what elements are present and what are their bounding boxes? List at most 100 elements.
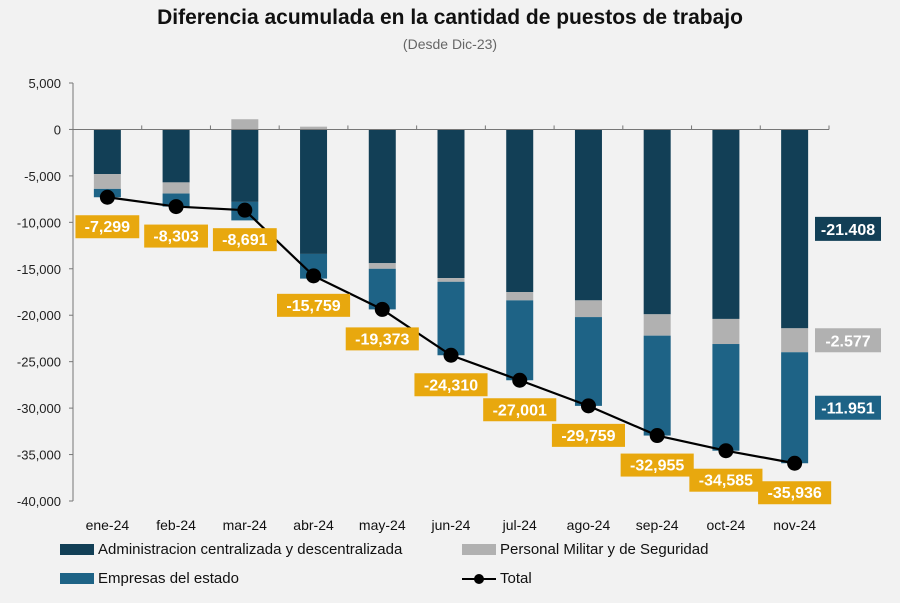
total-data-label: -15,759 <box>286 298 340 315</box>
bar-empresas <box>712 344 740 451</box>
y-tick-label: 0 <box>54 122 61 137</box>
bar-military <box>643 314 671 336</box>
y-tick-label: -40,000 <box>17 494 61 509</box>
total-point <box>787 455 803 471</box>
total-point <box>374 301 390 317</box>
total-label-box <box>620 453 694 477</box>
total-point <box>718 443 734 459</box>
bar-military <box>712 318 740 345</box>
legend-item-empresas: Empresas del estado <box>60 570 239 587</box>
chart-title: Diferencia acumulada en la cantidad de p… <box>157 6 743 29</box>
legend-label-admin: Administracion centralizada y descentral… <box>98 541 403 558</box>
bar-military <box>781 328 809 353</box>
total-point <box>443 347 459 363</box>
x-tick-label: oct-24 <box>706 517 745 533</box>
total-point <box>237 202 253 218</box>
bar-admin <box>162 129 190 183</box>
bar-admin <box>643 129 671 315</box>
total-label-box <box>551 423 626 447</box>
total-point <box>512 372 528 388</box>
bar-empresas <box>574 317 602 406</box>
legend-item-admin: Administracion centralizada y descentral… <box>60 541 402 558</box>
legend-item-total: Total <box>462 570 532 587</box>
x-tick-label: jul-24 <box>502 517 537 533</box>
y-tick-label: -20,000 <box>17 308 61 323</box>
bar-admin <box>574 129 602 301</box>
total-data-label: -32,955 <box>630 458 684 475</box>
y-tick-label: -15,000 <box>17 262 61 277</box>
bar-admin <box>437 129 465 279</box>
bar-admin <box>231 129 259 202</box>
x-tick-label: jun-24 <box>431 517 471 533</box>
x-tick-label: nov-24 <box>773 517 816 533</box>
last-segment-label-box <box>815 328 881 353</box>
y-tick-label: -25,000 <box>17 355 61 370</box>
legend-item-military: Personal Militar y de Seguridad <box>462 541 708 558</box>
bar-empresas <box>643 335 671 436</box>
total-data-label: -29,759 <box>561 428 615 445</box>
last-segment-data-label: -11.951 <box>821 401 874 418</box>
bar-military <box>162 182 190 194</box>
x-tick-label: ene-24 <box>86 517 130 533</box>
bar-military <box>574 300 602 318</box>
legend-label-empresas: Empresas del estado <box>98 570 239 587</box>
total-data-label: -27,001 <box>493 402 547 419</box>
total-data-label: -19,373 <box>355 331 409 348</box>
x-tick-label: abr-24 <box>293 517 334 533</box>
y-tick-label: -10,000 <box>17 215 61 230</box>
x-tick-label: feb-24 <box>156 517 196 533</box>
last-segment-label-box <box>815 395 881 420</box>
x-tick-label: ago-24 <box>567 517 611 533</box>
total-data-label: -35,936 <box>768 485 822 502</box>
chart-subtitle: (Desde Dic-23) <box>402 36 498 52</box>
legend-label-military: Personal Militar y de Seguridad <box>500 541 709 558</box>
total-point <box>168 199 184 215</box>
total-data-label: -8,691 <box>222 232 267 249</box>
total-point <box>306 268 322 284</box>
last-segment-label-box <box>815 216 881 241</box>
bar-admin <box>93 129 121 175</box>
total-data-label: -8,303 <box>153 229 198 246</box>
bar-empresas <box>437 281 465 356</box>
bar-empresas <box>781 352 809 464</box>
legend-swatch-military <box>462 544 496 555</box>
legend-swatch-empresas <box>60 573 94 584</box>
total-label-box <box>483 398 557 422</box>
total-data-label: -24,310 <box>424 377 478 394</box>
bar-admin <box>368 129 396 264</box>
total-label-box <box>414 373 488 397</box>
total-data-label: -7,299 <box>85 219 130 236</box>
y-tick-label: -5,000 <box>24 169 61 184</box>
last-segment-data-label: -2.577 <box>825 333 870 350</box>
bar-admin <box>781 129 809 329</box>
y-tick-label: -30,000 <box>17 401 61 416</box>
legend-label-total: Total <box>500 570 532 587</box>
total-point <box>580 398 596 414</box>
total-label-box <box>212 228 277 252</box>
bar-military <box>368 263 396 269</box>
x-tick-label: sep-24 <box>636 517 679 533</box>
total-label-box <box>758 481 832 505</box>
last-segment-data-label: -21.408 <box>821 222 875 239</box>
total-label-box <box>276 293 351 317</box>
bar-military <box>506 292 534 301</box>
total-data-label: -34,585 <box>699 473 753 490</box>
x-tick-label: may-24 <box>359 517 406 533</box>
total-label-box <box>345 327 419 351</box>
legend-swatch-admin <box>60 544 94 555</box>
x-tick-label: mar-24 <box>223 517 268 533</box>
bar-admin <box>506 129 534 292</box>
legend-line-total-icon <box>462 573 496 584</box>
bar-military <box>300 126 328 130</box>
bar-military <box>93 174 121 189</box>
bar-military <box>437 278 465 282</box>
total-point <box>649 428 665 444</box>
y-tick-label: 5,000 <box>28 76 61 91</box>
total-label-box <box>144 224 208 248</box>
total-label-box <box>75 215 140 239</box>
y-tick-label: -35,000 <box>17 448 61 463</box>
bar-military <box>231 119 259 130</box>
bar-empresas <box>506 300 534 381</box>
bar-admin <box>712 129 740 319</box>
